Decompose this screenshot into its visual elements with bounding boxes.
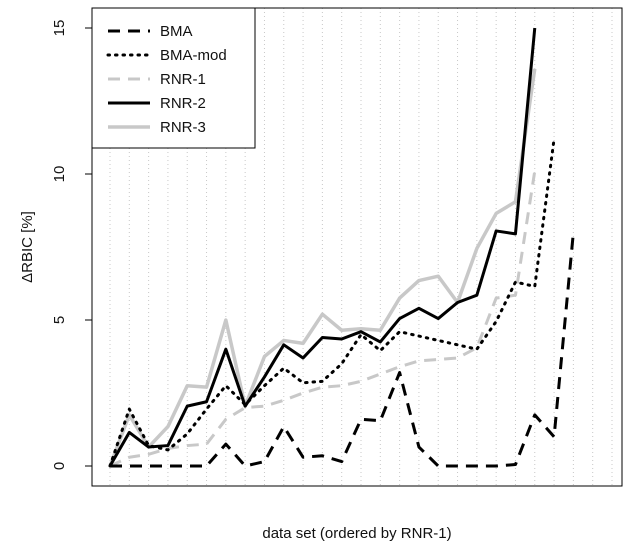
y-tick-label: 10 [51, 166, 68, 183]
series-line-rnr-2 [108, 27, 537, 467]
y-axis-label: ΔRBIC [%] [19, 211, 36, 283]
legend-label: RNR-3 [160, 119, 206, 136]
y-tick-label: 5 [51, 316, 68, 324]
series-line-bma-mod [108, 137, 556, 468]
legend-label: RNR-2 [160, 95, 206, 112]
legend-label: RNR-1 [160, 71, 206, 88]
legend: BMA BMA-mod RNR-1 RNR-2 RNR-3 [91, 7, 256, 149]
series-line-rnr-1 [109, 170, 537, 468]
x-axis-label: data set (ordered by RNR-1) [262, 525, 451, 542]
plot-frame [91, 7, 623, 487]
y-tick-label: 15 [51, 20, 68, 37]
legend-label: BMA-mod [160, 47, 227, 64]
legend-label: BMA [160, 23, 193, 40]
series-line-bma [110, 232, 575, 468]
y-axis: 0 5 10 15 [51, 20, 92, 470]
series-line-rnr-3 [108, 68, 537, 467]
series-lines [108, 27, 575, 468]
y-tick-label: 0 [51, 462, 68, 470]
